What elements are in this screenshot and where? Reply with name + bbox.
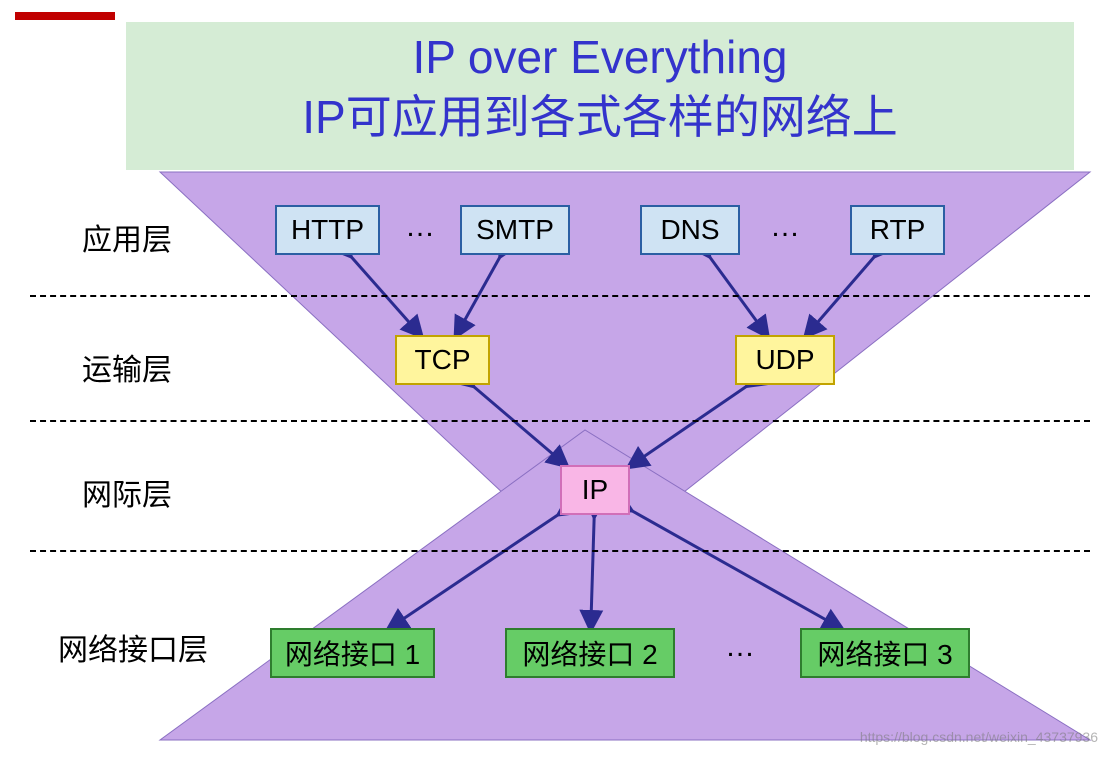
divider-1 bbox=[30, 295, 1090, 297]
ellipsis-app-1: … bbox=[405, 210, 435, 244]
node-tcp: TCP bbox=[395, 335, 490, 385]
ellipsis-link: … bbox=[725, 630, 755, 664]
node-dns: DNS bbox=[640, 205, 740, 255]
divider-2 bbox=[30, 420, 1090, 422]
node-ip: IP bbox=[560, 465, 630, 515]
diagram-stage: IP over Everything IP可应用到各式各样的网络上 应用层 运输… bbox=[0, 0, 1116, 759]
layer-label-link: 网络接口层 bbox=[58, 625, 208, 669]
ellipsis-app-2: … bbox=[770, 210, 800, 244]
divider-3 bbox=[30, 550, 1090, 552]
node-http: HTTP bbox=[275, 205, 380, 255]
node-udp: UDP bbox=[735, 335, 835, 385]
node-ni1: 网络接口 1 bbox=[270, 628, 435, 678]
watermark: https://blog.csdn.net/weixin_43737936 bbox=[860, 729, 1098, 745]
node-rtp: RTP bbox=[850, 205, 945, 255]
layer-label-app: 应用层 bbox=[82, 215, 172, 259]
node-smtp: SMTP bbox=[460, 205, 570, 255]
node-ni3: 网络接口 3 bbox=[800, 628, 970, 678]
node-ni2: 网络接口 2 bbox=[505, 628, 675, 678]
layer-label-transport: 运输层 bbox=[82, 345, 172, 389]
layer-label-internet: 网际层 bbox=[82, 470, 172, 514]
